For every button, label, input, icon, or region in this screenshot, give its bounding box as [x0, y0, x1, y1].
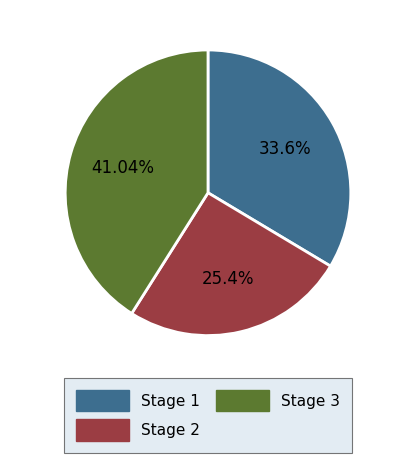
Legend: Stage 1, Stage 2, Stage 3: Stage 1, Stage 2, Stage 3 — [64, 377, 352, 453]
Wedge shape — [131, 193, 331, 336]
Wedge shape — [65, 50, 208, 314]
Wedge shape — [208, 50, 351, 266]
Text: 41.04%: 41.04% — [92, 159, 154, 177]
Text: 33.6%: 33.6% — [259, 140, 311, 158]
Text: 25.4%: 25.4% — [202, 270, 255, 288]
